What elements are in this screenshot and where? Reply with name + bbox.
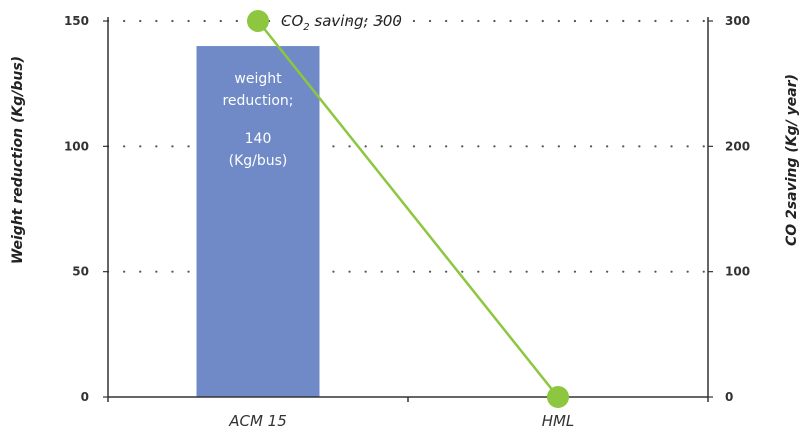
- point-label-subscript: 2: [303, 22, 309, 33]
- left-axis-title: Weight reduction (Kg/bus): [10, 56, 26, 264]
- line-point: [247, 10, 269, 32]
- right-axis-title: CO 2saving (Kg/ year): [784, 74, 800, 246]
- line-point: [547, 386, 569, 408]
- left-tick-label: 150: [64, 14, 89, 28]
- category-labels: ACM 15 HML: [228, 412, 574, 430]
- left-axis-ticks: 0 50 100 150: [64, 14, 108, 404]
- point-label-suffix: saving; 300: [310, 12, 402, 30]
- bar-label-line2: reduction;: [222, 93, 293, 109]
- bar-label-value: 140: [245, 131, 272, 147]
- bar-label-line1: weight: [234, 71, 282, 87]
- gridlines: [106, 19, 710, 273]
- line-series: [247, 10, 569, 408]
- right-tick-label: 100: [725, 265, 750, 279]
- point-label-prefix: CO: [281, 12, 303, 30]
- bar-data-label: weight reduction; 140 (Kg/bus): [222, 71, 293, 169]
- bar-series: [196, 46, 320, 398]
- right-tick-label: 300: [725, 14, 750, 28]
- right-tick-label: 200: [725, 139, 750, 153]
- category-label: ACM 15: [228, 412, 287, 430]
- category-label: HML: [542, 412, 575, 430]
- left-tick-label: 50: [72, 265, 89, 279]
- axes: [107, 17, 709, 402]
- right-axis-ticks: 0 100 200 300: [708, 14, 750, 404]
- left-tick-label: 100: [64, 139, 89, 153]
- right-tick-label: 0: [725, 390, 733, 404]
- line-point-label: CO2 saving; 300: [281, 12, 402, 33]
- left-tick-label: 0: [81, 390, 89, 404]
- bar-label-unit: (Kg/bus): [229, 153, 288, 169]
- bar: [196, 46, 320, 398]
- line-path: [257, 20, 559, 398]
